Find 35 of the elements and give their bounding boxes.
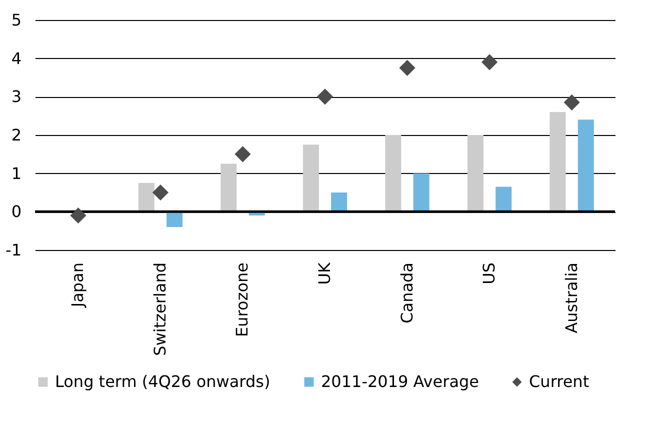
point (152, 184, 169, 201)
legend-label: Long term (4Q26 onwards) (55, 372, 270, 391)
x-tick-label: Japan (68, 262, 88, 308)
x-tick-label: Australia (562, 262, 581, 334)
point (234, 146, 251, 162)
x-tick-label: UK (315, 262, 334, 285)
point (481, 54, 498, 70)
legend-label: Current (529, 372, 590, 391)
y-tick-label: 5 (11, 10, 22, 30)
bar (302, 144, 319, 212)
point (399, 60, 416, 76)
bar (385, 135, 402, 212)
y-tick-label: 0 (11, 202, 22, 222)
y-tick-label: 1 (11, 164, 22, 183)
point (564, 94, 580, 110)
point (70, 207, 86, 224)
bar (220, 164, 237, 212)
y-tick-label: -1 (6, 240, 22, 260)
y-tick-label: 4 (11, 48, 22, 68)
y-tick-label: 2 (11, 126, 22, 144)
x-tick-label: Eurozone (232, 262, 252, 337)
legend-label: 2011-2019 Average (321, 372, 479, 391)
x-tick-label: Canada (397, 262, 416, 324)
bar (550, 112, 566, 212)
bar (467, 135, 484, 212)
bar (413, 173, 430, 212)
bar (166, 212, 183, 227)
bar (578, 120, 594, 212)
bar (331, 192, 348, 212)
x-tick-label: US (480, 262, 499, 284)
point (316, 88, 334, 105)
y-tick-label: 3 (11, 87, 22, 106)
x-tick-label: Switzerland (150, 262, 170, 356)
bar (496, 186, 512, 212)
bar (138, 182, 154, 212)
